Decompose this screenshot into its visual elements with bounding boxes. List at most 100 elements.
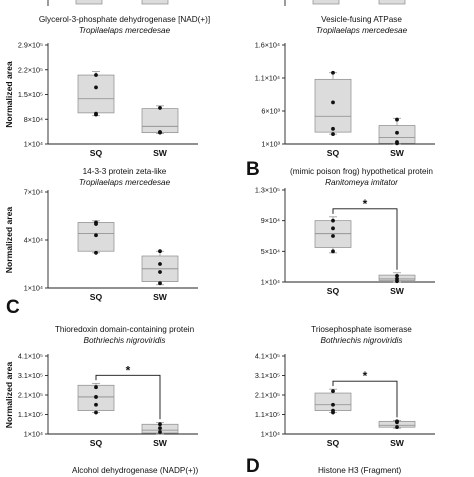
data-point: [94, 395, 98, 399]
y-tick-label: 1.1×10⁵: [18, 410, 43, 419]
box-body: [141, 108, 179, 134]
box-sq: [77, 382, 115, 415]
cut-box-sq: [312, 0, 340, 5]
data-point: [395, 130, 399, 135]
x-tick-label-sw: SW: [153, 292, 168, 302]
data-point: [331, 126, 335, 131]
data-point: [395, 425, 399, 430]
y-tick-label: 1.3×10⁵: [255, 186, 280, 195]
chart-panel-triosephosphate-isomerase: Triosephosphate isomerase Bothriechis nig…: [237, 316, 474, 461]
clipped-title-histone-h3: Histone H3 (Fragment): [318, 466, 402, 475]
chart-panel-hypothetical-protein: (mimic poison frog) hypothetical protein…: [237, 158, 474, 316]
data-point: [395, 279, 399, 284]
box-body: [314, 392, 352, 411]
data-point: [331, 132, 335, 137]
y-tick-label: 1×10⁴: [24, 284, 43, 293]
data-point: [158, 249, 162, 254]
box-sw: [378, 117, 416, 146]
box-body: [77, 74, 115, 114]
data-point: [331, 218, 335, 223]
y-tick-label: 1.5×10⁵: [18, 90, 43, 99]
x-tick-label-sq: SQ: [327, 438, 340, 448]
y-tick-label: 3.1×10⁵: [18, 371, 43, 380]
x-tick-label-sq: SQ: [327, 286, 340, 296]
chart-svg: (mimic poison frog) hypothetical protein…: [255, 167, 435, 296]
chart-svg: Thioredoxin domain-containing protein Bot…: [4, 325, 198, 448]
y-tick-label: 1×10⁴: [24, 430, 43, 439]
y-tick-label: 1×10³: [261, 140, 280, 149]
y-tick-label: 2.1×10⁵: [255, 391, 280, 400]
y-tick-label: 6×10³: [261, 107, 280, 116]
chart-title: (mimic poison frog) hypothetical protein: [290, 167, 433, 176]
data-point: [331, 70, 335, 75]
x-tick-label-sq: SQ: [90, 292, 103, 302]
chart-panel-vesicle-fusing-atpase: Vesicle-fusing ATPase Tropilaelaps merced…: [237, 0, 474, 158]
y-axis-label: Normalized area: [4, 61, 14, 128]
significance-marker: *: [363, 369, 368, 383]
box-sq: [314, 388, 352, 415]
data-point: [331, 100, 335, 105]
y-tick-label: 3.1×10⁵: [255, 371, 280, 380]
panel-letter-d: D: [246, 456, 260, 477]
box-sw: [141, 421, 179, 435]
data-point: [158, 422, 162, 427]
data-point: [94, 85, 98, 90]
chart-subtitle: Bothriechis nigroviridis: [321, 336, 403, 345]
y-tick-label: 9×10⁴: [261, 216, 280, 225]
box-body: [314, 78, 352, 133]
data-point: [158, 281, 162, 286]
panel-letter-c: C: [6, 297, 20, 318]
chart-title: Thioredoxin domain-containing protein: [55, 325, 195, 334]
chart-svg: Vesicle-fusing ATPase Tropilaelaps merced…: [255, 0, 435, 158]
chart-title: Glycerol-3-phosphate dehydrogenase [NAD(…: [39, 15, 210, 24]
data-point: [158, 262, 162, 266]
x-tick-label-sq: SQ: [90, 148, 103, 158]
chart-panel-thioredoxin-domain-protein: Thioredoxin domain-containing protein Bot…: [0, 316, 237, 461]
y-tick-label: 4.1×10⁵: [18, 352, 43, 361]
y-tick-label: 7×10⁴: [24, 188, 43, 197]
y-tick-label: 1×10⁴: [261, 430, 280, 439]
cut-box-sw: [141, 0, 169, 5]
x-tick-label-sw: SW: [390, 286, 405, 296]
data-point: [94, 233, 98, 238]
y-axis-label: Normalized area: [4, 362, 14, 429]
box-sw: [141, 105, 179, 135]
chart-title: Vesicle-fusing ATPase: [321, 15, 402, 24]
y-tick-label: 1.6×10⁴: [255, 41, 280, 50]
significance-marker: *: [363, 197, 368, 211]
clipped-title-alcohol-dehydrogenase: Alcohol dehydrogenase (NADP(+)): [72, 466, 199, 475]
data-point: [158, 426, 162, 431]
data-point: [94, 410, 98, 415]
data-point: [331, 402, 335, 407]
data-point: [331, 226, 335, 231]
box-sq: [77, 220, 115, 255]
x-tick-label-sw: SW: [153, 438, 168, 448]
data-point: [331, 410, 335, 415]
x-tick-label-sq: SQ: [327, 148, 340, 158]
chart-svg: 14-3-3 protein zeta-like Tropilaelaps mer…: [4, 167, 198, 302]
chart-subtitle: Tropilaelaps mercedesae: [316, 26, 408, 35]
chart-subtitle: Bothriechis nigroviridis: [84, 336, 166, 345]
chart-panel-glycerol-3-phosphate-dehydrogenase: Glycerol-3-phosphate dehydrogenase [NAD(…: [0, 0, 237, 158]
data-point: [158, 270, 162, 274]
box-sq: [77, 71, 115, 117]
chart-title: 14-3-3 protein zeta-like: [83, 167, 167, 176]
data-point: [331, 389, 335, 393]
y-tick-label: 1.1×10⁴: [255, 74, 280, 83]
chart-svg: Triosephosphate isomerase Bothriechis nig…: [255, 325, 435, 448]
chart-svg: Glycerol-3-phosphate dehydrogenase [NAD(…: [4, 0, 210, 158]
chart-subtitle: Ranitomeya imitator: [325, 178, 398, 187]
data-point: [94, 73, 98, 77]
y-tick-label: 1.1×10⁵: [255, 410, 280, 419]
data-point: [94, 112, 98, 117]
significance-marker: *: [126, 363, 131, 377]
box-sw: [141, 249, 179, 286]
cut-box-sw: [378, 0, 406, 5]
data-point: [395, 141, 399, 146]
box-sw: [378, 419, 416, 430]
y-tick-label: 4×10⁴: [24, 236, 43, 245]
data-point: [395, 420, 399, 425]
y-tick-label: 4.1×10⁵: [255, 352, 280, 361]
panel-letter-b: B: [246, 159, 260, 180]
